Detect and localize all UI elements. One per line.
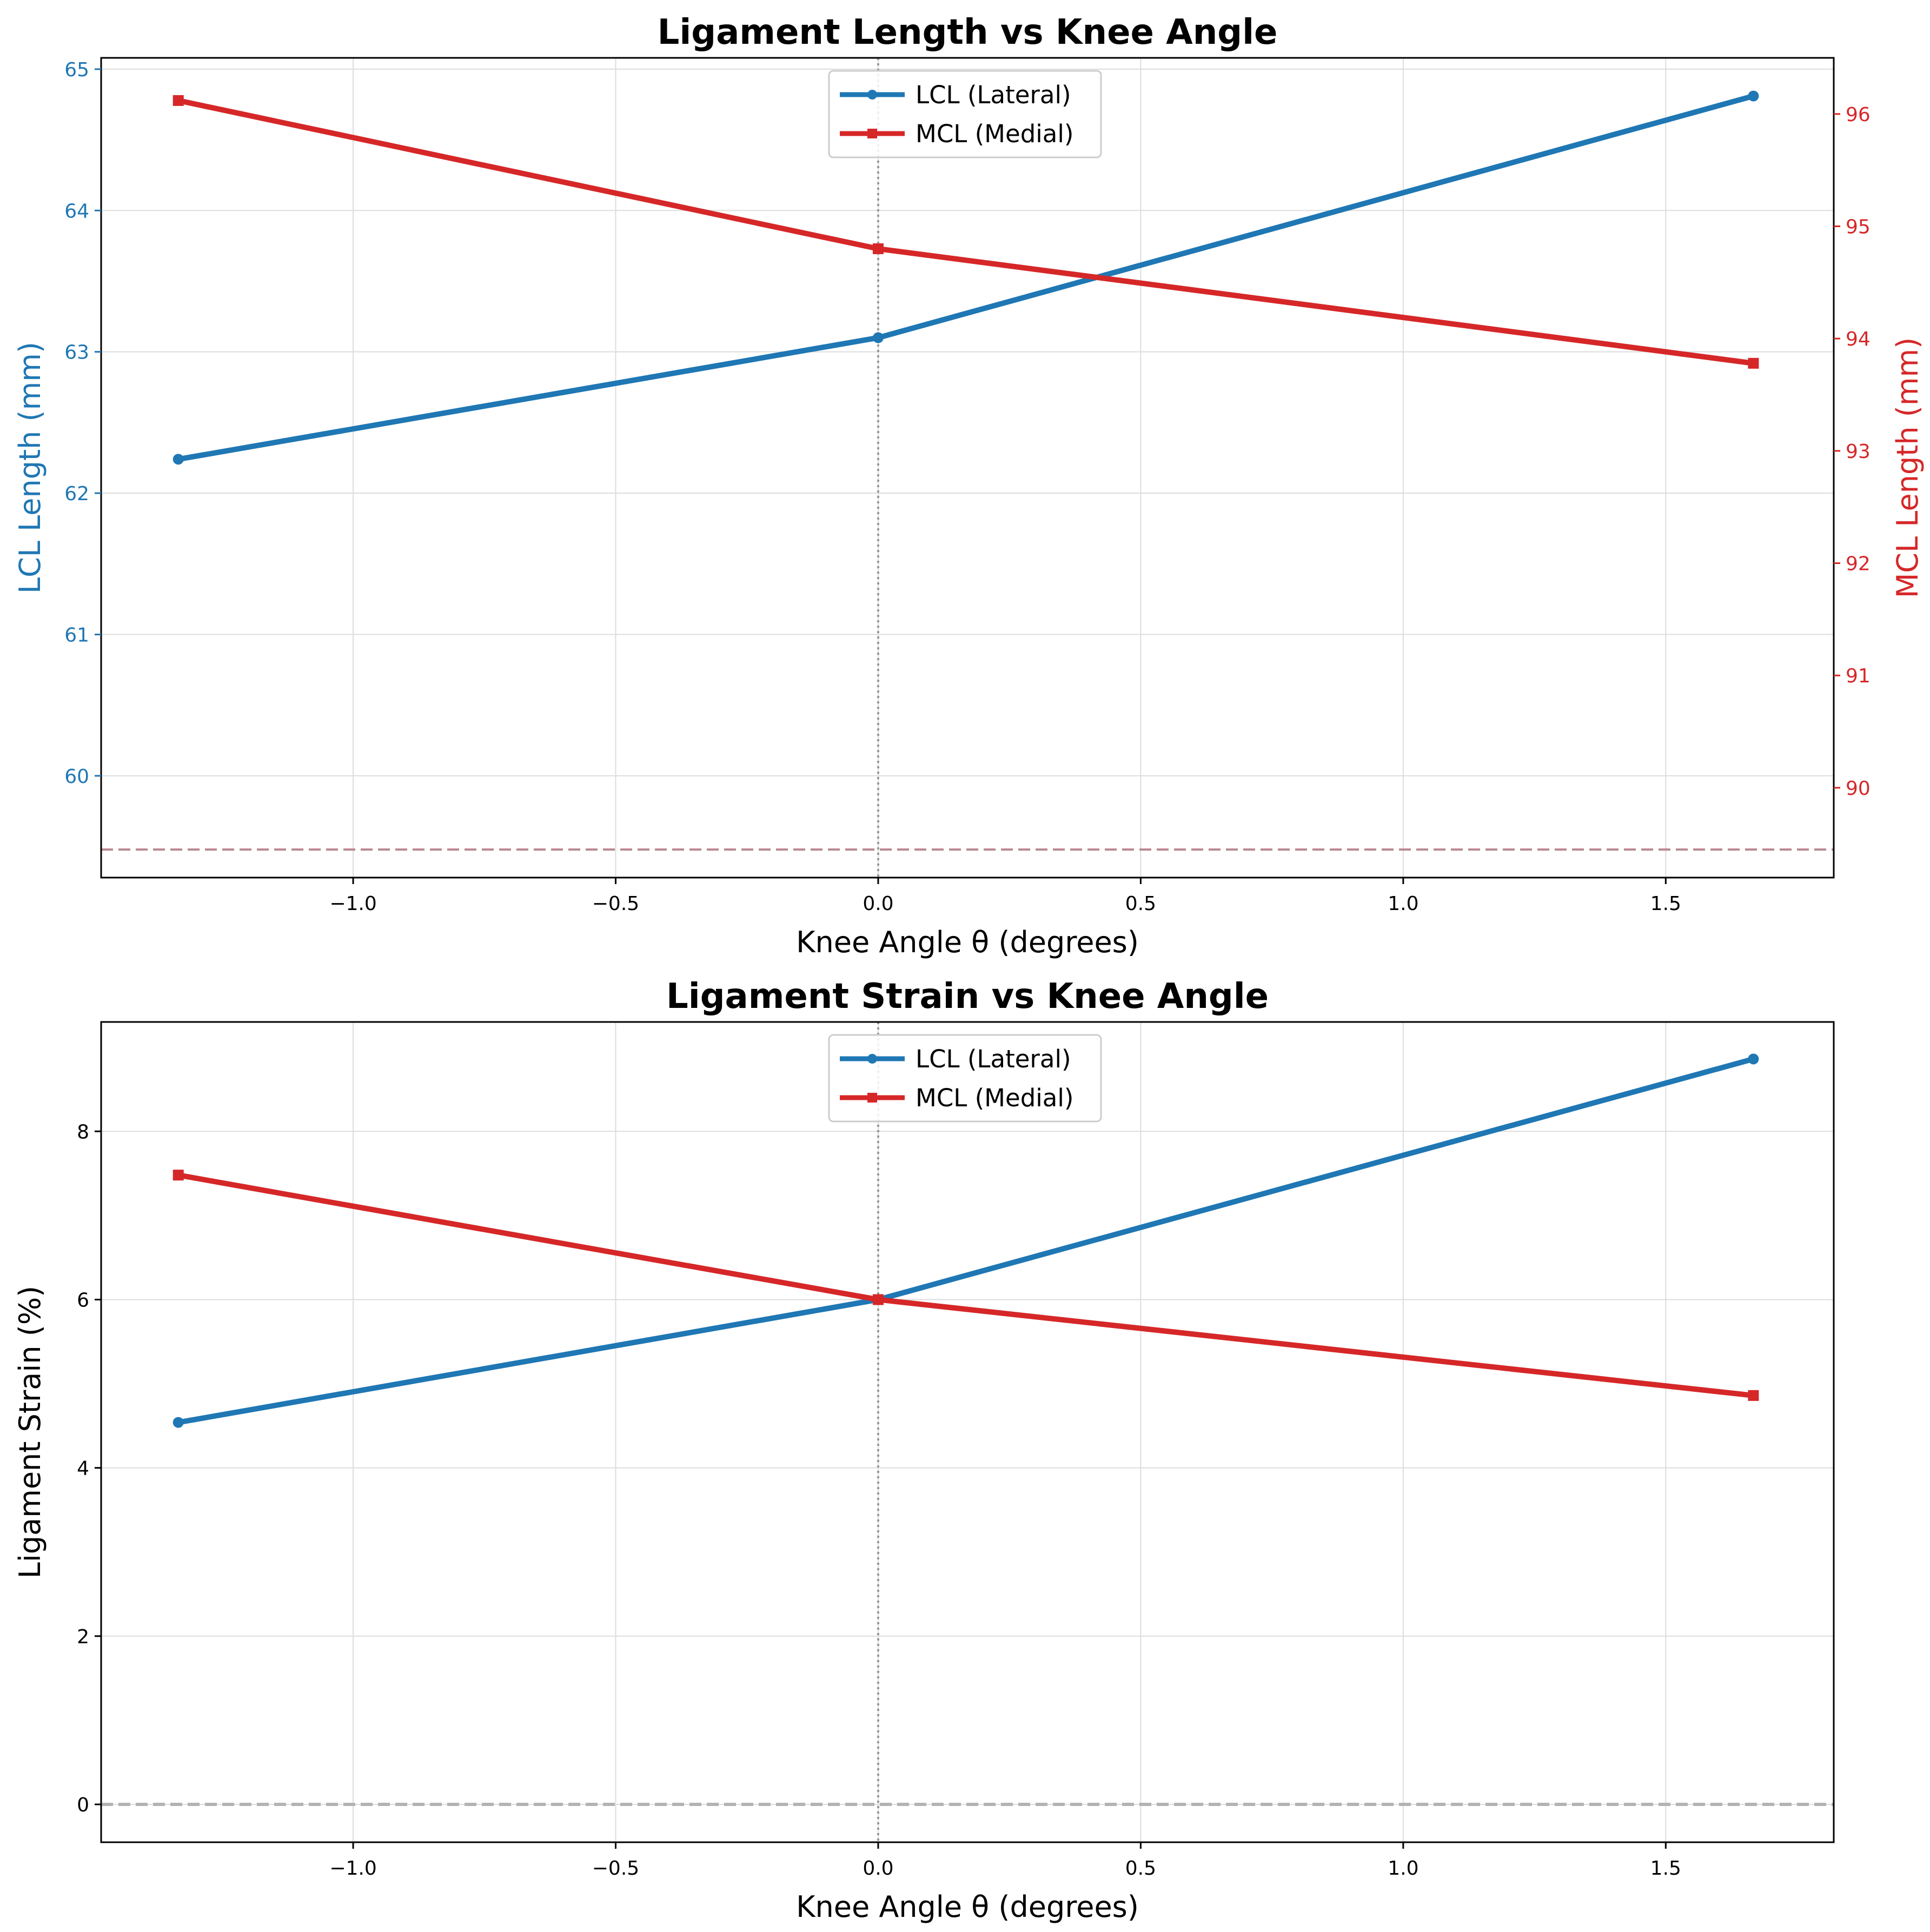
mcl-data-point — [173, 95, 184, 106]
strain-chart-series — [173, 1053, 1759, 1428]
length-chart-left-y-axis-label: LCL Length (mm) — [13, 342, 47, 594]
right-y-tick-label: 93 — [1846, 441, 1871, 463]
y-tick-label: 60 — [64, 766, 89, 788]
x-tick-label: −1.0 — [329, 893, 376, 915]
mcl-data-point — [1748, 1390, 1759, 1401]
mcl-data-point — [872, 1294, 884, 1305]
strain-chart-frame — [100, 1021, 1835, 1843]
length-chart: −1.0 −0.5 0.0 0.5 1.0 1.5 60 61 62 63 64 65 90 91 92… — [13, 12, 1925, 959]
legend-marker-lcl — [867, 1054, 877, 1064]
length-chart-title: Ligament Length vs Knee Angle — [658, 12, 1278, 52]
right-y-tick-label: 94 — [1846, 328, 1871, 350]
y-tick-label: 0 — [77, 1794, 89, 1816]
x-tick-label: 1.0 — [1388, 1857, 1418, 1880]
right-y-tick-label: 92 — [1846, 553, 1871, 575]
x-tick-label: 0.0 — [863, 1857, 893, 1880]
x-tick-label: 1.0 — [1388, 893, 1418, 915]
strain-chart-title: Ligament Strain vs Knee Angle — [666, 977, 1269, 1017]
right-y-tick-label: 95 — [1846, 216, 1871, 238]
length-chart-frame — [100, 57, 1835, 879]
x-tick-label: 1.5 — [1650, 1857, 1681, 1880]
lcl-data-point — [1748, 90, 1759, 102]
length-chart-right-y-ticks: 90 91 92 93 94 95 96 — [1834, 104, 1871, 800]
legend-label-mcl: MCL (Medial) — [916, 119, 1073, 148]
y-tick-label: 63 — [64, 342, 89, 364]
y-tick-label: 2 — [77, 1626, 89, 1648]
right-y-tick-label: 96 — [1846, 104, 1871, 126]
length-chart-left-y-ticks: 60 61 62 63 64 65 — [64, 59, 101, 788]
length-chart-reference-lines — [101, 58, 1834, 878]
x-tick-label: 0.5 — [1125, 1857, 1156, 1880]
mcl-data-point — [173, 1170, 184, 1181]
lcl-data-point — [173, 454, 184, 465]
legend-label-lcl: LCL (Lateral) — [916, 81, 1071, 109]
y-tick-label: 61 — [64, 624, 89, 646]
x-tick-label: −0.5 — [592, 893, 639, 915]
mcl-data-point — [1748, 357, 1759, 369]
right-y-tick-label: 90 — [1846, 778, 1871, 800]
strain-chart: −1.0 −0.5 0.0 0.5 1.0 1.5 0 2 4 6 8 Ligament Stra… — [13, 977, 1835, 1924]
y-tick-label: 62 — [64, 483, 89, 505]
legend-label-lcl: LCL (Lateral) — [916, 1045, 1071, 1073]
x-tick-label: 0.5 — [1125, 893, 1156, 915]
y-tick-label: 64 — [64, 200, 89, 222]
length-chart-x-ticks: −1.0 −0.5 0.0 0.5 1.0 1.5 — [329, 878, 1681, 915]
x-tick-label: −0.5 — [592, 1857, 639, 1880]
y-tick-label: 4 — [77, 1458, 89, 1480]
length-chart-right-y-axis-label: MCL Length (mm) — [1891, 337, 1925, 598]
length-chart-x-axis-label: Knee Angle θ (degrees) — [796, 925, 1139, 959]
x-tick-label: 0.0 — [863, 893, 893, 915]
y-tick-label: 65 — [64, 59, 89, 81]
strain-chart-legend: LCL (Lateral) MCL (Medial) — [828, 1034, 1102, 1123]
lcl-data-point — [872, 332, 884, 343]
x-tick-label: 1.5 — [1650, 893, 1681, 915]
right-y-tick-label: 91 — [1846, 665, 1871, 687]
y-tick-label: 8 — [77, 1121, 89, 1143]
strain-chart-reference-lines — [101, 1022, 1834, 1842]
strain-chart-y-ticks: 0 2 4 6 8 — [77, 1121, 101, 1816]
length-chart-series — [173, 90, 1759, 465]
legend-marker-lcl — [867, 90, 877, 99]
legend-marker-mcl — [867, 129, 877, 138]
lcl-data-point — [1748, 1053, 1759, 1065]
mcl-data-point — [872, 243, 884, 255]
strain-chart-x-ticks: −1.0 −0.5 0.0 0.5 1.0 1.5 — [329, 1842, 1681, 1880]
strain-chart-y-axis-label: Ligament Strain (%) — [13, 1286, 47, 1578]
strain-chart-x-axis-label: Knee Angle θ (degrees) — [796, 1890, 1139, 1924]
y-tick-label: 6 — [77, 1289, 89, 1311]
length-chart-legend: LCL (Lateral) MCL (Medial) — [828, 70, 1102, 158]
lcl-data-point — [173, 1417, 184, 1428]
x-tick-label: −1.0 — [329, 1857, 376, 1880]
legend-marker-mcl — [867, 1093, 877, 1103]
legend-label-mcl: MCL (Medial) — [916, 1084, 1073, 1112]
